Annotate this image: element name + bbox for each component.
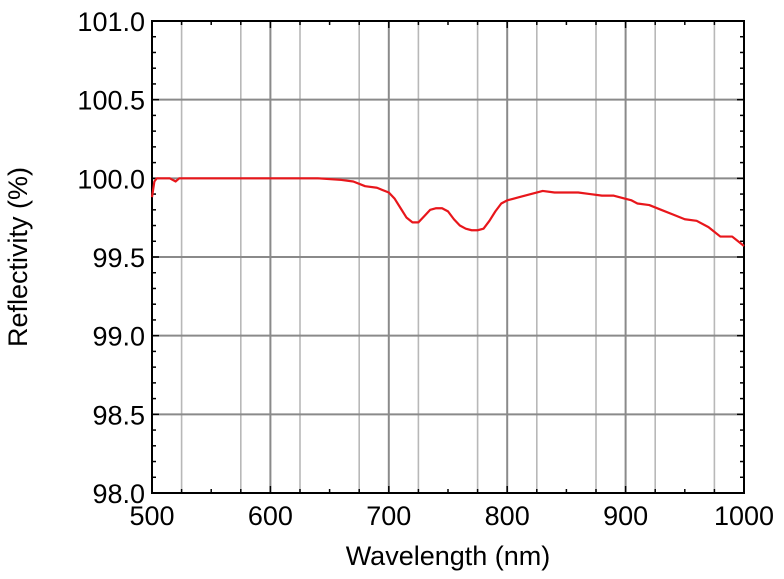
series-group bbox=[150, 177, 745, 247]
y-tick-label: 101.0 bbox=[77, 7, 145, 37]
y-tick-label: 100.5 bbox=[77, 86, 145, 116]
x-tick-label: 900 bbox=[603, 501, 648, 531]
x-tick-labels: 500 600 700 800 900 1000 bbox=[129, 501, 774, 531]
y-tick-label: 98.5 bbox=[92, 400, 145, 430]
x-tick-label: 600 bbox=[248, 501, 293, 531]
x-tick-label: 1000 bbox=[714, 501, 774, 531]
series-line bbox=[150, 177, 745, 247]
x-axis-title: Wavelength (nm) bbox=[346, 541, 551, 571]
y-tick-label: 98.0 bbox=[92, 479, 145, 509]
grid bbox=[152, 21, 744, 493]
y-tick-label: 99.5 bbox=[92, 243, 145, 273]
y-tick-labels: 98.0 98.5 99.0 99.5 100.0 100.5 101.0 bbox=[77, 7, 145, 509]
y-tick-label: 99.0 bbox=[92, 322, 145, 352]
x-tick-label: 500 bbox=[129, 501, 174, 531]
x-tick-label: 800 bbox=[485, 501, 530, 531]
y-tick-label: 100.0 bbox=[77, 164, 145, 194]
x-tick-label: 700 bbox=[366, 501, 411, 531]
y-axis-title: Reflectivity (%) bbox=[3, 167, 33, 347]
plot-frame bbox=[151, 20, 745, 494]
